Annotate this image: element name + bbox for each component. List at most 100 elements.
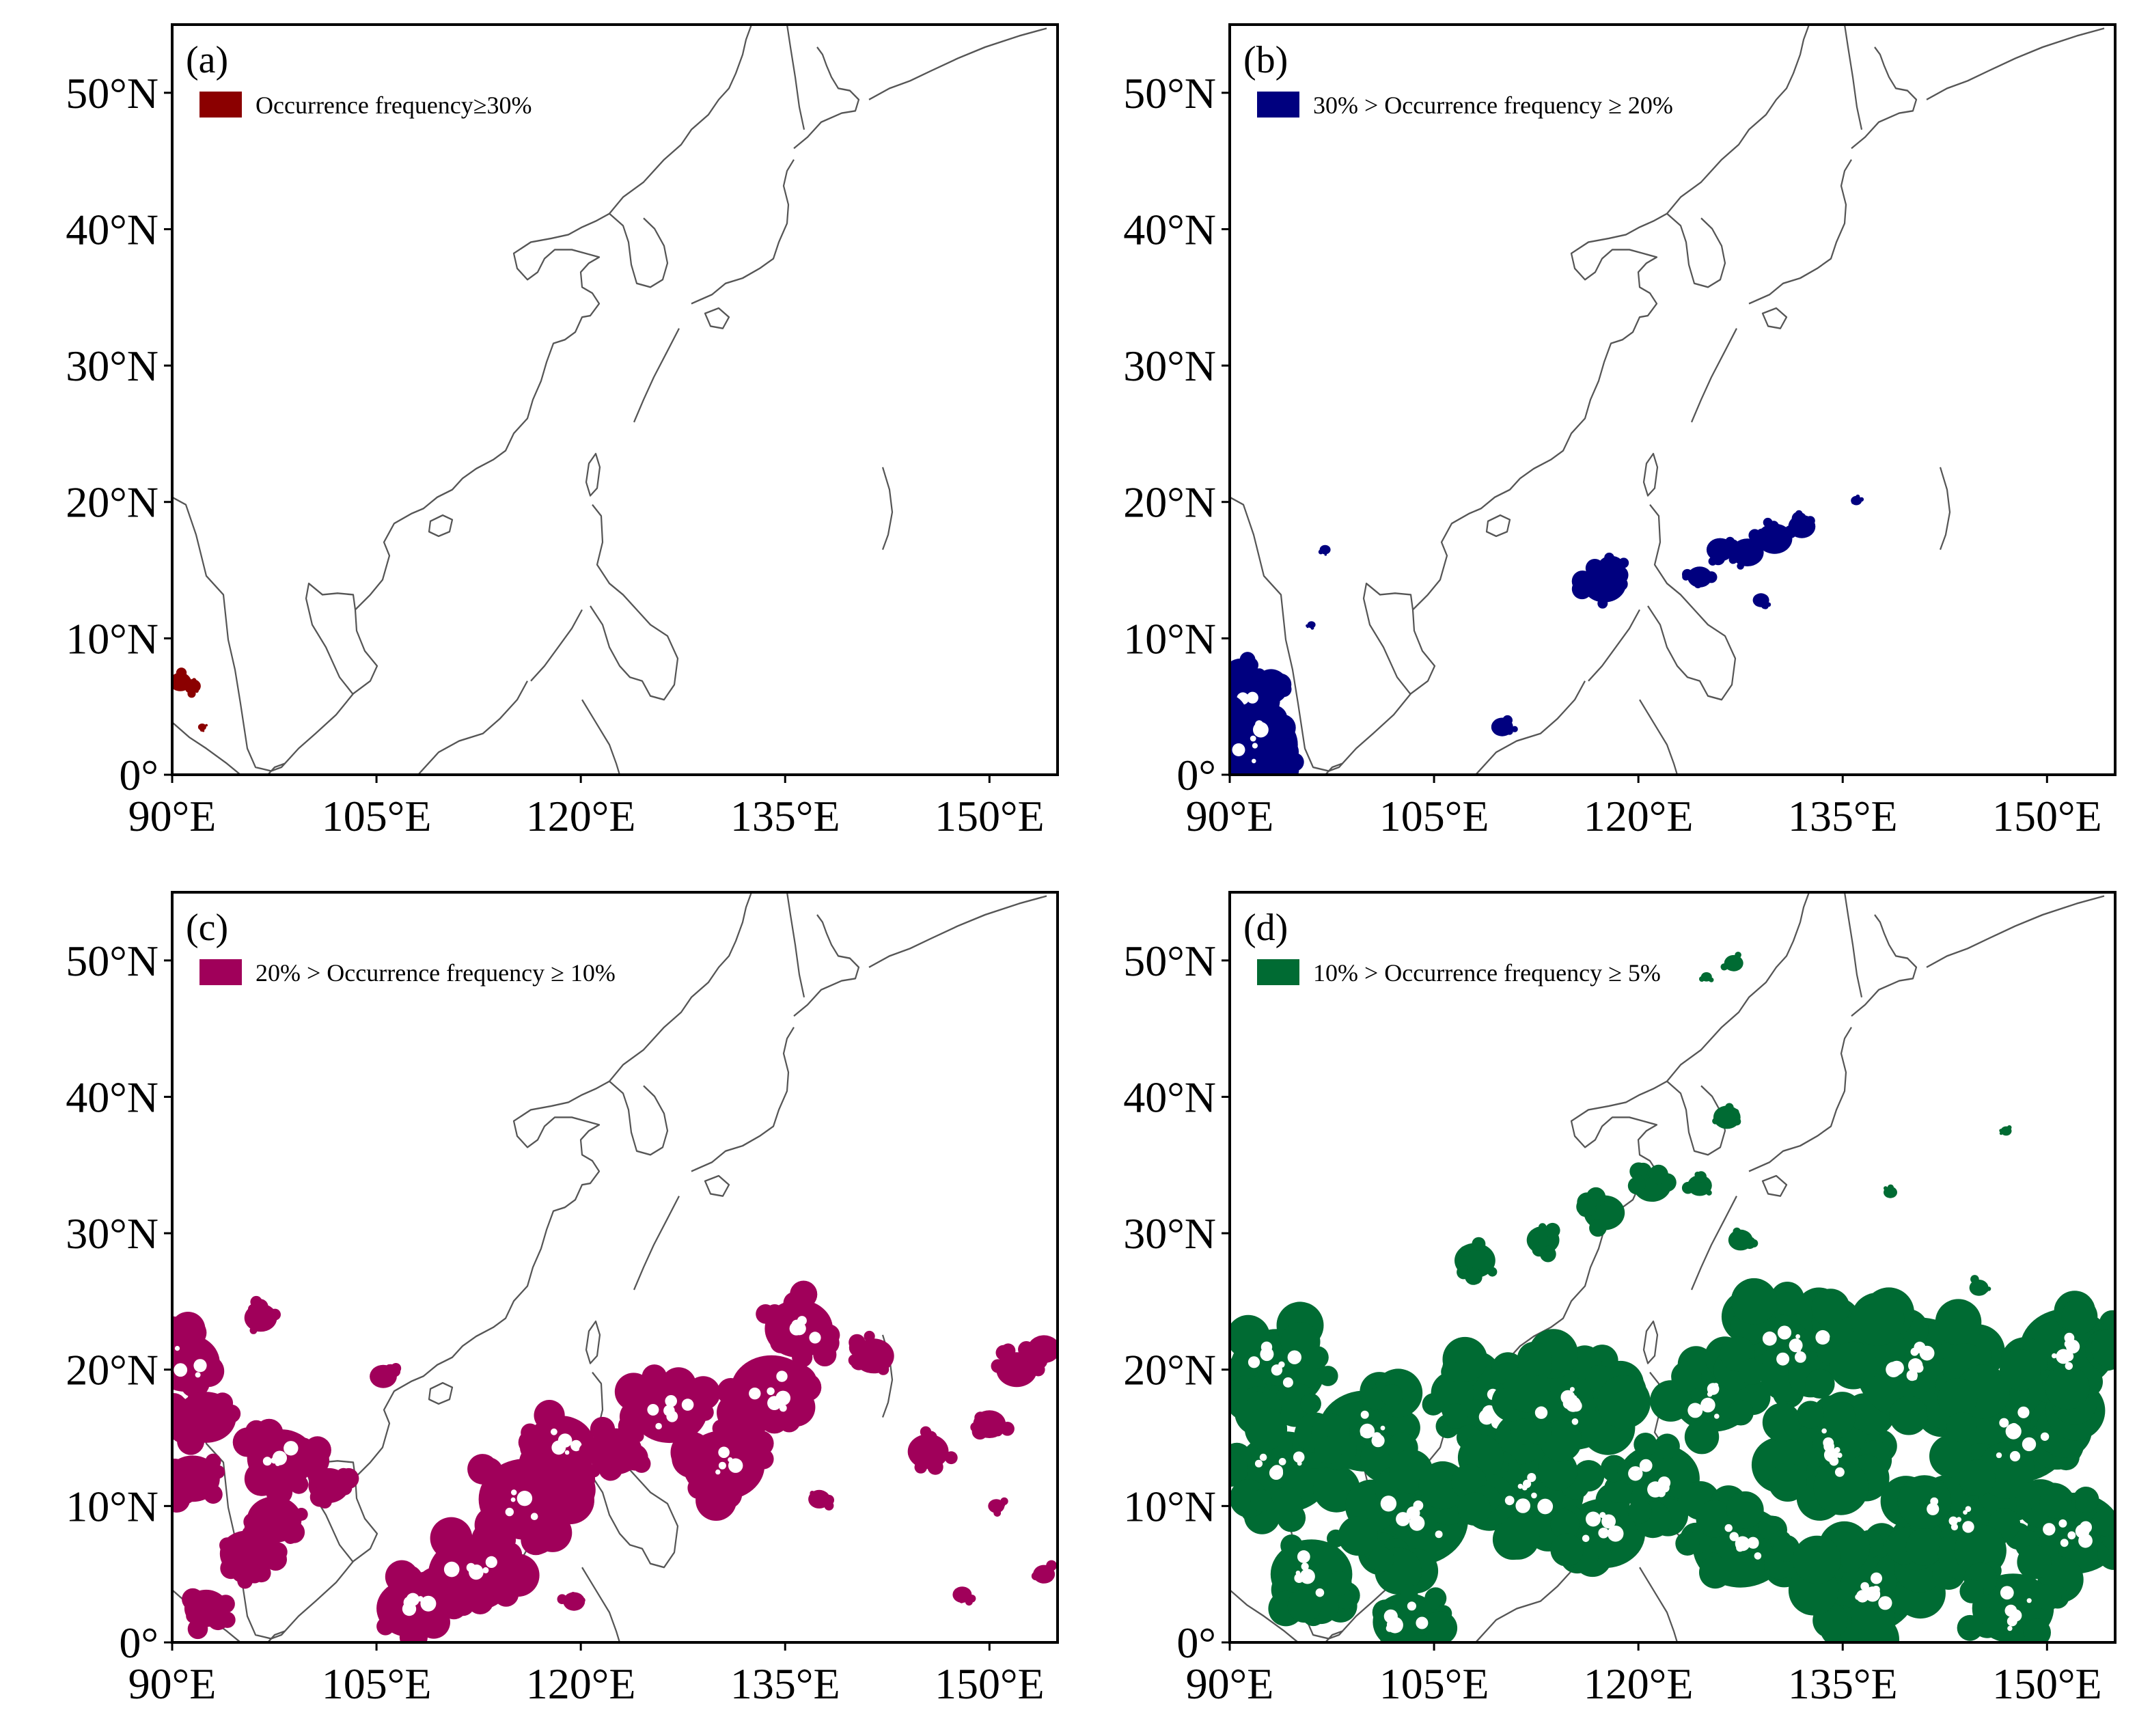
lat-tick-label: 20°N xyxy=(1123,1346,1216,1394)
frequency-region xyxy=(1712,1103,1741,1129)
frequency-region xyxy=(242,1496,308,1545)
frequency-region-layer xyxy=(172,667,208,732)
panel-b: (b) 30% > Occurrence frequency ≥ 20% 0° 1… xyxy=(1123,23,2117,840)
legend-swatch xyxy=(199,92,242,118)
frequency-region-layer xyxy=(1230,494,1864,775)
lon-axis: 90°E 105°E 120°E 135°E 150°E xyxy=(128,1642,1045,1708)
lat-tick-label: 30°N xyxy=(1123,1209,1216,1258)
frequency-region xyxy=(1454,1237,1498,1285)
legend-swatch xyxy=(199,959,242,985)
lat-tick-label: 50°N xyxy=(66,69,158,118)
frequency-region xyxy=(1999,1125,2012,1136)
map-frame xyxy=(171,23,1059,776)
lon-tick-label: 150°E xyxy=(935,1659,1045,1708)
frequency-region xyxy=(172,1392,241,1455)
lon-tick-label: 120°E xyxy=(526,1659,636,1708)
lon-tick-label: 90°E xyxy=(1186,1659,1274,1708)
lat-tick-label: 10°N xyxy=(66,614,158,663)
frequency-region xyxy=(1597,552,1629,579)
panel-label: (b) xyxy=(1243,39,1288,81)
lat-tick-label: 20°N xyxy=(66,1346,158,1394)
frequency-region xyxy=(670,1417,774,1521)
frequency-region xyxy=(579,1416,651,1481)
frequency-region xyxy=(952,1586,976,1606)
lat-tick-label: 30°N xyxy=(66,342,158,390)
lat-tick-label: 30°N xyxy=(1123,342,1216,390)
frequency-region xyxy=(1230,652,1266,689)
lat-tick-label: 40°N xyxy=(66,205,158,253)
frequency-region xyxy=(232,1418,331,1505)
frequency-region xyxy=(1491,715,1518,736)
frequency-region-layer xyxy=(1230,952,2115,1642)
lon-tick-label: 105°E xyxy=(1379,792,1489,840)
lon-tick-label: 90°E xyxy=(128,1659,217,1708)
frequency-region xyxy=(1724,533,1767,570)
panel-label: (d) xyxy=(1243,907,1288,949)
frequency-region xyxy=(2015,1479,2115,1603)
frequency-region xyxy=(1576,1187,1625,1237)
legend-swatch xyxy=(1257,92,1299,118)
frequency-region xyxy=(907,1426,958,1475)
lat-axis: 0° 10°N 20°N 30°N 40°N 50°N xyxy=(1123,69,1230,799)
frequency-region xyxy=(1682,566,1718,589)
lat-axis: 0° 10°N 20°N 30°N 40°N 50°N xyxy=(1123,937,1230,1667)
frequency-region xyxy=(1318,545,1331,556)
frequency-region xyxy=(182,1588,236,1640)
lon-axis: 90°E 105°E 120°E 135°E 150°E xyxy=(128,775,1045,840)
lat-axis: 0° 10°N 20°N 30°N 40°N 50°N xyxy=(66,69,172,799)
frequency-region xyxy=(1230,694,1304,775)
frequency-region xyxy=(2000,1291,2115,1410)
lat-tick-label: 20°N xyxy=(1123,478,1216,527)
frequency-region xyxy=(172,1453,225,1513)
lon-tick-label: 105°E xyxy=(322,1659,432,1708)
lat-tick-label: 40°N xyxy=(1123,1073,1216,1121)
lon-tick-label: 90°E xyxy=(1186,792,1274,840)
frequency-region xyxy=(518,1400,596,1493)
panel-a: (a) Occurrence frequency≥30% 0° 10°N 20°N 3… xyxy=(66,23,1059,840)
lat-tick-label: 10°N xyxy=(66,1482,158,1530)
legend-label: 30% > Occurrence frequency ≥ 20% xyxy=(1313,92,1673,119)
legend-label: Occurrence frequency≥30% xyxy=(256,92,532,119)
panel-d: (d) 10% > Occurrence frequency ≥ 5% 0° 10… xyxy=(1123,891,2117,1708)
frequency-region xyxy=(717,1355,822,1434)
frequency-region xyxy=(1851,494,1864,506)
frequency-region xyxy=(1720,1278,1875,1409)
frequency-region xyxy=(1957,1561,2069,1642)
frequency-region xyxy=(848,1330,894,1375)
lon-tick-label: 105°E xyxy=(322,792,432,840)
frequency-region xyxy=(557,1592,585,1611)
frequency-region xyxy=(1031,1560,1057,1584)
lat-tick-label: 40°N xyxy=(1123,205,1216,253)
frequency-region xyxy=(1550,1483,1646,1577)
legend-label: 10% > Occurrence frequency ≥ 5% xyxy=(1313,959,1661,987)
frequency-region xyxy=(1969,1275,1991,1296)
frequency-region xyxy=(1788,510,1816,538)
frequency-region xyxy=(1526,1222,1560,1263)
frequency-region xyxy=(1728,1227,1759,1251)
frequency-region xyxy=(1720,952,1743,972)
lat-tick-label: 10°N xyxy=(1123,1482,1216,1530)
frequency-region xyxy=(1491,1329,1651,1462)
frequency-region xyxy=(1884,1184,1897,1198)
lat-tick-label: 0° xyxy=(119,751,158,799)
lon-tick-label: 120°E xyxy=(1584,792,1694,840)
frequency-region xyxy=(1788,1521,1946,1642)
map-frame xyxy=(1228,23,2117,776)
lat-tick-label: 50°N xyxy=(1123,69,1216,118)
lon-tick-label: 150°E xyxy=(1992,1659,2102,1708)
frequency-region-layer xyxy=(172,1280,1058,1642)
lat-tick-label: 0° xyxy=(1176,751,1216,799)
frequency-region xyxy=(1699,972,1714,982)
lat-tick-label: 0° xyxy=(119,1618,158,1667)
frequency-region xyxy=(988,1497,1008,1517)
panel-c: (c) 20% > Occurrence frequency ≥ 10% 0° 1… xyxy=(66,891,1059,1708)
frequency-region xyxy=(756,1280,840,1368)
lon-tick-label: 150°E xyxy=(1992,792,2102,840)
lon-tick-label: 135°E xyxy=(730,1659,840,1708)
lat-tick-label: 10°N xyxy=(1123,614,1216,663)
map-frame xyxy=(1228,891,2117,1644)
lat-tick-label: 20°N xyxy=(66,478,158,527)
lon-tick-label: 90°E xyxy=(128,792,217,840)
lon-tick-label: 150°E xyxy=(935,792,1045,840)
